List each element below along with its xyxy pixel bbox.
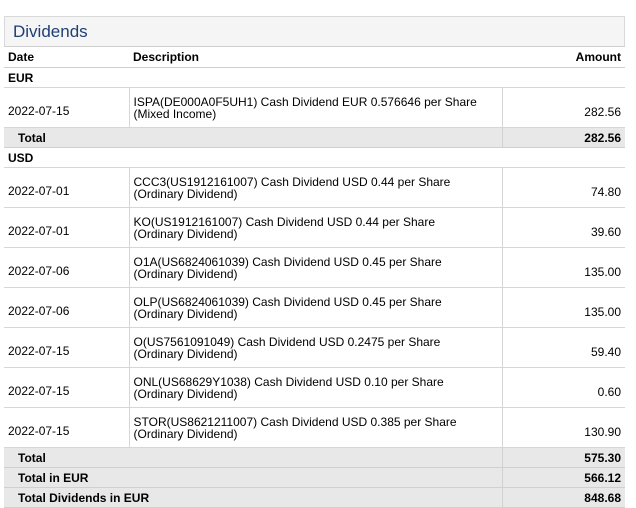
description-line-2: (Ordinary Dividend) (133, 226, 238, 241)
currency-label: EUR (4, 67, 625, 88)
section-title: Dividends (13, 21, 88, 41)
table-row: 2022-07-06 OLP(US6824061039) Cash Divide… (4, 287, 625, 328)
table-row: 2022-07-15 ISPA(DE000A0F5UH1) Cash Divid… (4, 87, 625, 128)
total-spacer (129, 127, 502, 148)
description-line-1: STOR(US8621211007) Cash Dividend USD 0.3… (133, 414, 457, 429)
description-line-2: (Ordinary Dividend) (133, 186, 238, 201)
row-amount: 135.00 (502, 287, 625, 328)
description-line-1: O1A(US6824061039) Cash Dividend USD 0.45… (133, 254, 442, 269)
total-amount: 575.30 (501, 447, 625, 468)
row-description: ISPA(DE000A0F5UH1) Cash Dividend EUR 0.5… (128, 87, 503, 128)
dividends-panel: Dividends Date Description Amount EUR 20… (4, 16, 625, 508)
row-description: CCC3(US1912161007) Cash Dividend USD 0.4… (128, 167, 503, 208)
total-spacer (129, 467, 502, 488)
description-line-2: (Ordinary Dividend) (133, 306, 238, 321)
row-description: STOR(US8621211007) Cash Dividend USD 0.3… (128, 407, 503, 448)
table-row: 2022-07-15 ONL(US68629Y1038) Cash Divide… (4, 367, 625, 408)
row-date: 2022-07-15 (4, 87, 129, 128)
description-line-1: ISPA(DE000A0F5UH1) Cash Dividend EUR 0.5… (133, 94, 477, 109)
total-label: Total (4, 127, 129, 148)
row-description: OLP(US6824061039) Cash Dividend USD 0.45… (128, 287, 503, 328)
row-amount: 135.00 (502, 247, 625, 288)
row-date: 2022-07-15 (4, 367, 129, 408)
description-line-1: OLP(US6824061039) Cash Dividend USD 0.45… (133, 294, 442, 309)
column-header-date: Date (4, 47, 129, 68)
grand-total-label: Total Dividends in EUR (4, 487, 502, 508)
column-header-amount: Amount (502, 47, 625, 68)
total-spacer (129, 447, 502, 468)
table-row: 2022-07-01 KO(US1912161007) Cash Dividen… (4, 207, 625, 248)
row-date: 2022-07-15 (4, 407, 129, 448)
section-header: Dividends (4, 16, 625, 47)
row-date: 2022-07-15 (4, 327, 129, 368)
description-line-2: (Ordinary Dividend) (133, 346, 238, 361)
table-row: 2022-07-15 STOR(US8621211007) Cash Divid… (4, 407, 625, 448)
row-description: KO(US1912161007) Cash Dividend USD 0.44 … (128, 207, 503, 248)
dividends-table: Date Description Amount EUR 2022-07-15 I… (4, 47, 625, 508)
table-row: 2022-07-06 O1A(US6824061039) Cash Divide… (4, 247, 625, 288)
header-row: Date Description Amount (4, 47, 625, 68)
total-in-eur-label: Total in EUR (4, 467, 129, 488)
row-description: ONL(US68629Y1038) Cash Dividend USD 0.10… (128, 367, 503, 408)
row-date: 2022-07-01 (4, 167, 129, 208)
total-label: Total (4, 447, 129, 468)
currency-row-eur: EUR (4, 67, 625, 88)
description-line-1: ONL(US68629Y1038) Cash Dividend USD 0.10… (133, 374, 444, 389)
column-header-description: Description (129, 47, 502, 68)
description-line-2: (Ordinary Dividend) (133, 426, 238, 441)
row-date: 2022-07-06 (4, 247, 129, 288)
table-row: 2022-07-01 CCC3(US1912161007) Cash Divid… (4, 167, 625, 208)
row-amount: 0.60 (502, 367, 625, 408)
row-date: 2022-07-06 (4, 287, 129, 328)
description-line-2: (Mixed Income) (133, 106, 217, 121)
grand-total-amount: 848.68 (501, 487, 625, 508)
description-line-1: O(US7561091049) Cash Dividend USD 0.2475… (133, 334, 441, 349)
row-amount: 130.90 (502, 407, 625, 448)
row-amount: 74.80 (502, 167, 625, 208)
row-amount: 39.60 (502, 207, 625, 248)
description-line-2: (Ordinary Dividend) (133, 266, 238, 281)
row-date: 2022-07-01 (4, 207, 129, 248)
description-line-1: KO(US1912161007) Cash Dividend USD 0.44 … (133, 214, 436, 229)
row-amount: 282.56 (502, 87, 625, 128)
total-in-eur-amount: 566.12 (501, 467, 625, 488)
total-row-usd: Total 575.30 (4, 447, 625, 468)
total-amount: 282.56 (501, 127, 625, 148)
currency-row-usd: USD (4, 147, 625, 168)
row-description: O1A(US6824061039) Cash Dividend USD 0.45… (128, 247, 503, 288)
row-description: O(US7561091049) Cash Dividend USD 0.2475… (128, 327, 503, 368)
description-line-1: CCC3(US1912161007) Cash Dividend USD 0.4… (133, 174, 451, 189)
table-row: 2022-07-15 O(US7561091049) Cash Dividend… (4, 327, 625, 368)
grand-total-row: Total Dividends in EUR 848.68 (4, 487, 625, 508)
currency-label: USD (4, 147, 625, 168)
description-line-2: (Ordinary Dividend) (133, 386, 238, 401)
total-in-eur-row: Total in EUR 566.12 (4, 467, 625, 488)
row-amount: 59.40 (502, 327, 625, 368)
total-row-eur: Total 282.56 (4, 127, 625, 148)
